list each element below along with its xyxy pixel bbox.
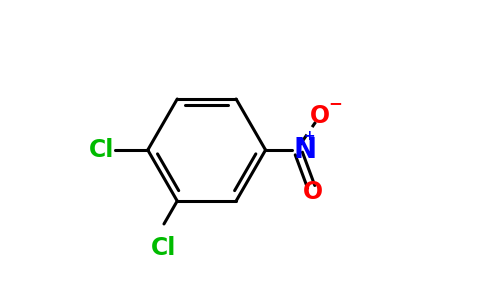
- Text: O: O: [310, 104, 330, 128]
- Text: Cl: Cl: [151, 236, 177, 260]
- Text: −: −: [328, 94, 342, 112]
- Text: O: O: [302, 180, 323, 204]
- Text: Cl: Cl: [89, 138, 114, 162]
- Text: +: +: [303, 129, 315, 143]
- Text: N: N: [293, 136, 317, 164]
